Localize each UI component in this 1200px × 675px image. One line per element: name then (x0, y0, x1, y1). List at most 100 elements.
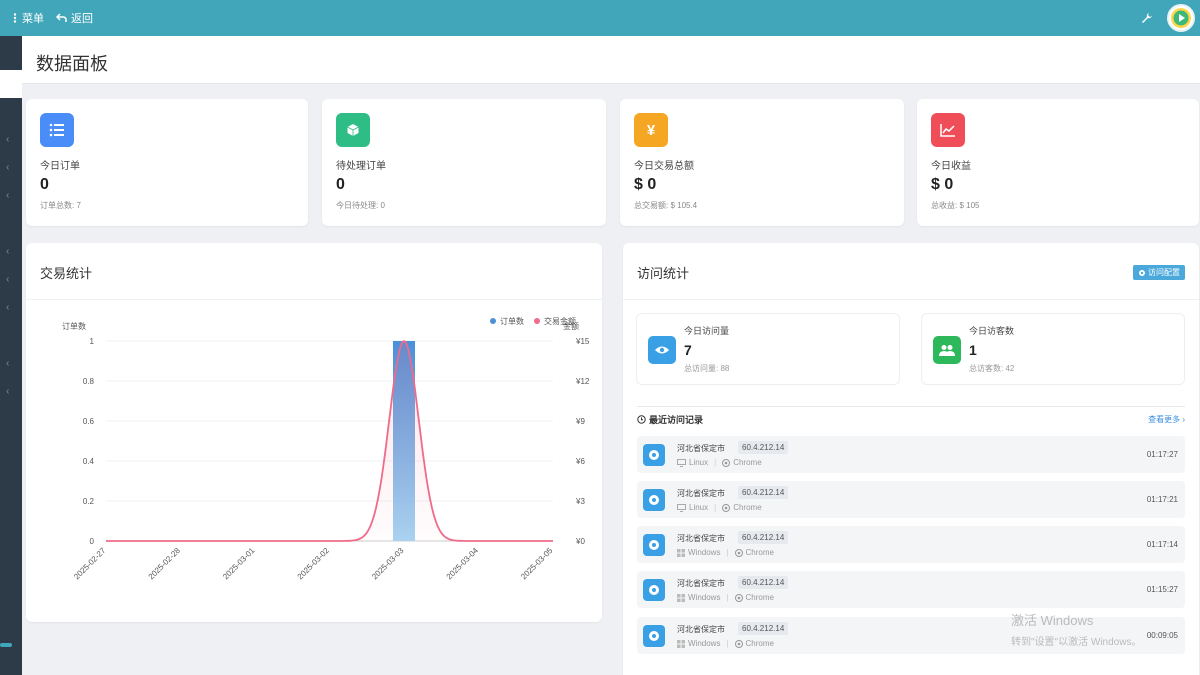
view-more-link[interactable]: 查看更多 › (1148, 414, 1185, 424)
visit-browser: Chrome (745, 639, 774, 648)
menu-dots-icon (13, 13, 17, 23)
stat-value: $ 0 (931, 176, 954, 193)
y-tick-label: 0 (90, 537, 95, 546)
stat-card-today-income: 今日收益 $ 0 总收益: $ 105 (917, 99, 1199, 226)
monitor-icon (677, 503, 686, 512)
chevron-left-icon[interactable]: ‹ (6, 274, 10, 285)
chevron-left-icon[interactable]: ‹ (6, 302, 10, 313)
visit-meta: Linux | Chrome (677, 458, 762, 467)
menu-button[interactable]: 菜单 (12, 10, 44, 26)
visit-location: 河北省保定市 (677, 534, 725, 543)
stat-label: 今日订单 (40, 161, 80, 172)
back-button[interactable]: 返回 (56, 10, 93, 26)
visitors-value: 1 (969, 342, 977, 358)
y-right-tick-label: ¥0 (575, 537, 585, 546)
back-label: 返回 (71, 13, 93, 25)
visit-browser: Chrome (745, 593, 774, 602)
today-visits-box: 今日访问量 7 总访问量: 88 (636, 313, 900, 385)
visit-location: 河北省保定市 (677, 579, 725, 588)
y-right-tick-label: ¥6 (575, 457, 585, 466)
visits-subtext: 总访问量: 88 (684, 364, 730, 373)
location-pin-icon (643, 444, 665, 466)
stat-card-pending-orders: 待处理订单 0 今日待处理: 0 (322, 99, 606, 226)
y-right-axis-label: 金额 (563, 321, 579, 331)
meta-separator: | (714, 503, 717, 512)
stat-subtext: 总交易额: $ 105.4 (634, 201, 698, 210)
today-visitors-box: 今日访客数 1 总访客数: 42 (921, 313, 1185, 385)
meta-separator: | (726, 548, 729, 557)
visit-record-row[interactable]: 河北省保定市 60.4.212.14 Windows | Chrome 00:09:05 (637, 617, 1185, 654)
visit-os: Windows (688, 548, 721, 557)
visit-ip-badge: 60.4.212.14 (738, 622, 789, 635)
chrome-icon (722, 503, 731, 512)
visit-record-row[interactable]: 河北省保定市 60.4.212.14 Linux | Chrome 01:17:21 (637, 481, 1185, 518)
y-tick-label: 0.2 (83, 497, 95, 506)
top-navbar: 菜单 返回 (0, 0, 1200, 36)
users-icon (933, 336, 961, 364)
x-tick-label: 2025-03-04 (445, 546, 481, 582)
user-avatar[interactable] (1167, 4, 1195, 32)
visit-time: 01:17:27 (1146, 450, 1178, 459)
visit-time: 00:09:05 (1146, 631, 1178, 640)
visit-browser: Chrome (733, 503, 762, 512)
visit-config-button[interactable]: 访问配置 (1133, 265, 1185, 280)
visit-time: 01:17:21 (1146, 495, 1178, 504)
visits-label: 今日访问量 (684, 326, 730, 336)
meta-separator: | (714, 458, 717, 467)
trade-stats-panel: 交易统计 0 ¥0 0.2 ¥3 0.4 ¥6 0.6 ¥9 0.8 ¥12 1 ¥15 订单数 金额 20… (26, 243, 602, 622)
y-right-tick-label: ¥15 (575, 337, 590, 346)
gear-icon (1139, 269, 1145, 276)
location-pin-icon (643, 579, 665, 601)
stat-card-today-volume: ¥ 今日交易总额 $ 0 总交易额: $ 105.4 (620, 99, 904, 226)
x-tick-label: 2025-03-03 (370, 546, 406, 582)
legend-marker-orders (490, 318, 496, 324)
menu-label: 菜单 (22, 13, 44, 25)
monitor-icon (677, 458, 686, 467)
visit-config-label: 访问配置 (1148, 268, 1180, 277)
visit-os: Windows (688, 639, 721, 648)
x-tick-label: 2025-03-05 (519, 546, 555, 582)
y-right-tick-label: ¥12 (575, 377, 590, 386)
visit-ip-badge: 60.4.212.14 (738, 531, 789, 544)
chevron-left-icon[interactable]: ‹ (6, 246, 10, 257)
chevron-left-icon[interactable]: ‹ (6, 358, 10, 369)
x-tick-label: 2025-03-01 (221, 546, 257, 582)
visit-os: Windows (688, 593, 721, 602)
x-tick-label: 2025-03-02 (296, 546, 332, 582)
visit-record-row[interactable]: 河北省保定市 60.4.212.14 Windows | Chrome 01:15:27 (637, 571, 1185, 608)
visit-os: Linux (689, 503, 709, 512)
chevron-left-icon[interactable]: ‹ (6, 134, 10, 145)
meta-separator: | (726, 639, 729, 648)
stat-value: $ 0 (634, 176, 657, 193)
recent-visits-title-text: 最近访问记录 (649, 414, 704, 425)
legend-marker-amount (534, 318, 540, 324)
yen-icon: ¥ (634, 113, 668, 147)
chevron-left-icon[interactable]: ‹ (6, 162, 10, 173)
trend-icon (931, 113, 965, 147)
stat-subtext: 总收益: $ 105 (931, 201, 980, 210)
visits-value: 7 (684, 342, 692, 358)
visit-record-row[interactable]: 河北省保定市 60.4.212.14 Windows | Chrome 01:17:14 (637, 526, 1185, 563)
y-right-tick-label: ¥3 (575, 497, 585, 506)
recent-visits-title: 最近访问记录 (637, 413, 703, 426)
stat-value: 0 (40, 176, 49, 193)
location-pin-icon (643, 625, 665, 647)
wrench-icon[interactable] (1141, 12, 1153, 24)
visit-browser: Chrome (745, 548, 774, 557)
chevron-left-icon[interactable]: ‹ (6, 386, 10, 397)
visit-browser: Chrome (733, 458, 762, 467)
visit-record-row[interactable]: 河北省保定市 60.4.212.14 Linux | Chrome 01:17:27 (637, 436, 1185, 473)
watermark-line1: 激活 Windows (1011, 613, 1094, 628)
page-header: 数据面板 (22, 36, 1200, 84)
legend-label-orders: 订单数 (500, 316, 524, 326)
chevron-left-icon[interactable]: ‹ (6, 190, 10, 201)
visit-meta: Windows | Chrome (677, 548, 774, 557)
divider (623, 299, 1199, 300)
visit-ip-badge: 60.4.212.14 (738, 441, 789, 454)
y-tick-label: 1 (90, 337, 95, 346)
windows-icon (677, 548, 685, 557)
sidebar-active-item[interactable] (0, 70, 22, 98)
visit-meta: Windows | Chrome (677, 593, 774, 602)
windows-icon (677, 593, 685, 602)
